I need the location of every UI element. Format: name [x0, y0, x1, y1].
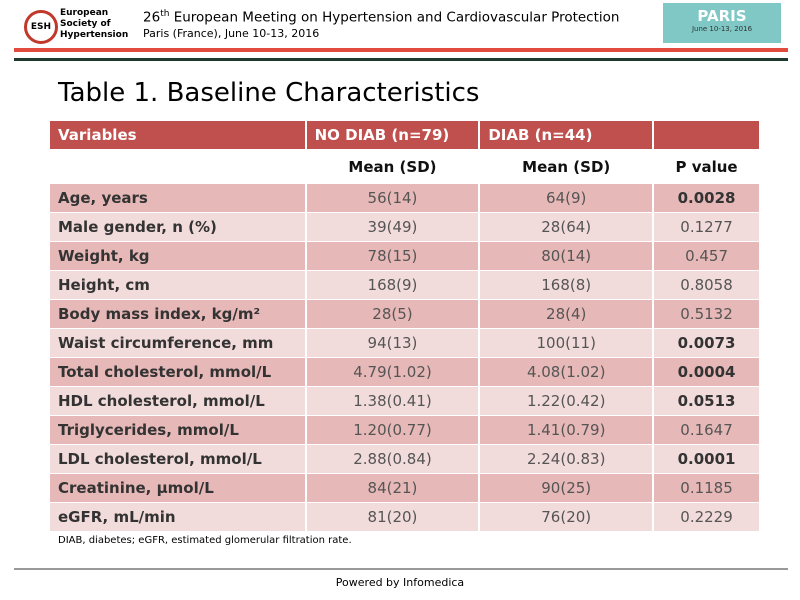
- header-row: Variables NO DIAB (n=79) DIAB (n=44): [50, 121, 761, 150]
- variable: Age, years: [50, 183, 307, 213]
- table-row: Creatinine, µmol/L 84(21) 90(25) 0.1185: [50, 473, 761, 503]
- society-line: Hypertension: [60, 30, 129, 40]
- p-value: 0.1647: [653, 415, 761, 445]
- meeting-title: 26th European Meeting on Hypertension an…: [143, 9, 619, 26]
- variable: Height, cm: [50, 270, 307, 300]
- diab-value: 76(20): [479, 502, 655, 532]
- divider: [14, 48, 788, 52]
- variable: Male gender, n (%): [50, 212, 307, 242]
- p-value: 0.0001: [653, 444, 761, 474]
- table-row: Triglycerides, mmol/L 1.20(0.77) 1.41(0.79…: [50, 415, 761, 445]
- subheader-row: Mean (SD) Mean (SD) P value: [50, 149, 761, 184]
- p-value: 0.0004: [653, 357, 761, 387]
- badge: PARIS June 10-13, 2016: [663, 3, 781, 43]
- no-diab-value: 1.20(0.77): [305, 415, 481, 445]
- no-diab-value: 28(5): [305, 299, 481, 329]
- variable: Total cholesterol, mmol/L: [50, 357, 307, 387]
- no-diab-value: 39(49): [305, 212, 481, 242]
- variable: Body mass index, kg/m²: [50, 299, 307, 329]
- p-value: 0.1185: [653, 473, 761, 503]
- table-row: Total cholesterol, mmol/L 4.79(1.02) 4.08(…: [50, 357, 761, 387]
- p-value: 0.0028: [653, 183, 761, 213]
- society-name: European Society of Hypertension: [60, 8, 128, 41]
- no-diab-value: 84(21): [305, 473, 481, 503]
- no-diab-value: 81(20): [305, 502, 481, 532]
- no-diab-value: 1.38(0.41): [305, 386, 481, 416]
- subheader: [50, 149, 307, 184]
- no-diab-value: 94(13): [305, 328, 481, 358]
- table-row: Male gender, n (%) 39(49) 28(64) 0.1277: [50, 212, 761, 242]
- variable: Waist circumference, mm: [50, 328, 307, 358]
- meeting-title-text: European Meeting on Hypertension and Car…: [169, 9, 620, 26]
- p-value: 0.0073: [653, 328, 761, 358]
- diab-value: 4.08(1.02): [479, 357, 655, 387]
- variable: Creatinine, µmol/L: [50, 473, 307, 503]
- column-header: [653, 121, 761, 150]
- column-header: NO DIAB (n=79): [305, 121, 481, 150]
- table-row: Weight, kg 78(15) 80(14) 0.457: [50, 241, 761, 271]
- meeting-place: Paris (France), June 10-13, 2016: [143, 27, 320, 40]
- table: Variables NO DIAB (n=79) DIAB (n=44) Mean (…: [50, 121, 761, 532]
- society-line: European: [60, 8, 109, 18]
- diab-value: 2.24(0.83): [479, 444, 655, 474]
- diab-value: 28(64): [479, 212, 655, 242]
- table-row: Height, cm 168(9) 168(8) 0.8058: [50, 270, 761, 300]
- subheader: Mean (SD): [479, 149, 655, 184]
- p-value: 0.2229: [653, 502, 761, 532]
- no-diab-value: 168(9): [305, 270, 481, 300]
- diab-value: 28(4): [479, 299, 655, 329]
- footnote: DIAB, diabetes; eGFR, estimated glomerul…: [58, 535, 352, 546]
- subheader: P value: [653, 149, 761, 184]
- p-value: 0.457: [653, 241, 761, 271]
- p-value: 0.8058: [653, 270, 761, 300]
- table-title: Table 1. Baseline Characteristics: [58, 78, 480, 108]
- table-row: eGFR, mL/min 81(20) 76(20) 0.2229: [50, 502, 761, 532]
- diab-value: 168(8): [479, 270, 655, 300]
- diab-value: 100(11): [479, 328, 655, 358]
- diab-value: 1.41(0.79): [479, 415, 655, 445]
- variable: Triglycerides, mmol/L: [50, 415, 307, 445]
- badge-dates: June 10-13, 2016: [691, 25, 753, 33]
- column-header: Variables: [50, 121, 307, 150]
- no-diab-value: 56(14): [305, 183, 481, 213]
- table-row: Age, years 56(14) 64(9) 0.0028: [50, 183, 761, 213]
- subheader: Mean (SD): [305, 149, 481, 184]
- table-row: LDL cholesterol, mmol/L 2.88(0.84) 2.24(0.…: [50, 444, 761, 474]
- table-row: Body mass index, kg/m² 28(5) 28(4) 0.5132: [50, 299, 761, 329]
- diab-value: 90(25): [479, 473, 655, 503]
- p-value: 0.0513: [653, 386, 761, 416]
- column-header: DIAB (n=44): [479, 121, 655, 150]
- divider: [14, 568, 788, 570]
- meeting-sup: th: [160, 9, 170, 19]
- p-value: 0.5132: [653, 299, 761, 329]
- variable: Weight, kg: [50, 241, 307, 271]
- meeting-number: 26: [143, 9, 161, 26]
- society-line: Society of: [60, 19, 111, 29]
- logo: ESH: [24, 10, 58, 44]
- divider: [14, 58, 788, 61]
- table-row: Waist circumference, mm 94(13) 100(11) 0.00…: [50, 328, 761, 358]
- diab-value: 64(9): [479, 183, 655, 213]
- no-diab-value: 2.88(0.84): [305, 444, 481, 474]
- diab-value: 1.22(0.42): [479, 386, 655, 416]
- p-value: 0.1277: [653, 212, 761, 242]
- diab-value: 80(14): [479, 241, 655, 271]
- no-diab-value: 4.79(1.02): [305, 357, 481, 387]
- no-diab-value: 78(15): [305, 241, 481, 271]
- variable: LDL cholesterol, mmol/L: [50, 444, 307, 474]
- footer: Powered by Infomedica: [335, 576, 465, 589]
- badge-city: PARIS: [697, 7, 747, 25]
- table-row: HDL cholesterol, mmol/L 1.38(0.41) 1.22(0.…: [50, 386, 761, 416]
- variable: eGFR, mL/min: [50, 502, 307, 532]
- variable: HDL cholesterol, mmol/L: [50, 386, 307, 416]
